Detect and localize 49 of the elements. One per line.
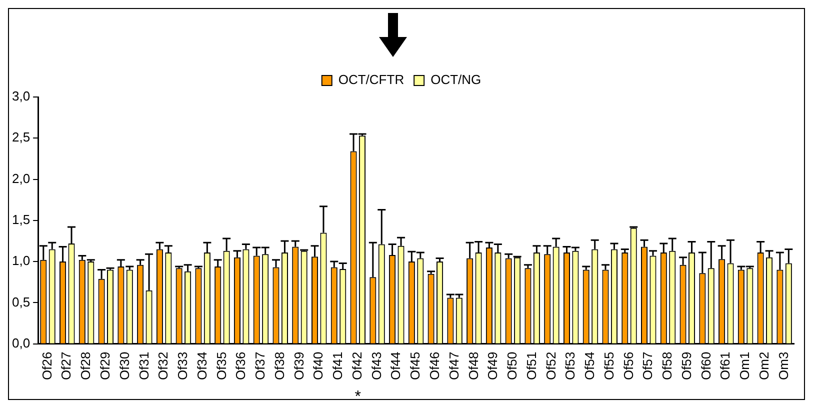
x-tick-label: Om2	[756, 352, 772, 380]
x-tick-label: Of44	[388, 352, 404, 380]
y-tick-label: 2,0	[12, 170, 30, 186]
x-tick-label: Of58	[660, 352, 675, 380]
x-tick-label: Of54	[582, 352, 598, 380]
x-tick-label: Of34	[194, 352, 210, 380]
y-tick-label: 0,5	[12, 294, 30, 310]
x-tick-label: Of31	[136, 352, 152, 380]
x-tick-label: Of37	[252, 352, 268, 380]
legend-label: OCT/NG	[430, 72, 482, 88]
x-tick-label: Of49	[485, 352, 500, 380]
x-tick-label: Of26	[39, 352, 54, 380]
x-tick-label: Of46	[426, 352, 442, 380]
x-tick-label: Of27	[58, 352, 74, 380]
x-tick-label: Of35	[214, 352, 229, 380]
x-tick-label: Of39	[291, 352, 306, 380]
x-tick-label: Of51	[524, 352, 539, 380]
x-tick-label: Of47	[446, 352, 462, 380]
text: *	[354, 388, 362, 406]
x-tick-label: Of32	[156, 352, 171, 380]
y-tick-label: 3,0	[12, 88, 30, 104]
x-tick-label: Of48	[466, 352, 481, 380]
x-tick-label: Om1	[737, 352, 752, 380]
x-tick-label: Of55	[601, 352, 616, 380]
x-tick-label: Of56	[620, 352, 636, 380]
x-tick-label: Of50	[504, 352, 520, 380]
x-tick-label: Of42	[349, 352, 364, 380]
x-tick-label: Of36	[233, 352, 248, 380]
x-tick-label: Of28	[78, 352, 94, 380]
x-tick-label: Of41	[330, 352, 346, 380]
x-tick-label: Of33	[175, 352, 190, 380]
x-tick-label: Of59	[678, 352, 694, 380]
x-tick-label: Of57	[640, 352, 656, 380]
y-tick-label: 1,5	[12, 212, 30, 227]
y-tick-label: 2,5	[12, 130, 30, 145]
x-tick-label: Of29	[97, 352, 112, 380]
x-tick-label: Of30	[116, 352, 132, 380]
x-tick-label: Of45	[408, 352, 423, 380]
y-tick-label: 0,0	[12, 335, 30, 350]
x-tick-label: Of53	[562, 352, 578, 380]
x-tick-label: Of52	[543, 352, 558, 380]
x-tick-label: Of61	[718, 352, 733, 380]
legend-label: OCT/CFTR	[338, 72, 404, 88]
x-tick-label: Of38	[272, 352, 287, 380]
x-tick-label: Of60	[698, 352, 714, 380]
x-tick-label: Of40	[310, 352, 326, 380]
y-tick-label: 1,0	[12, 253, 30, 268]
x-tick-label: Of43	[368, 352, 384, 380]
x-tick-label: Om3	[776, 352, 791, 380]
